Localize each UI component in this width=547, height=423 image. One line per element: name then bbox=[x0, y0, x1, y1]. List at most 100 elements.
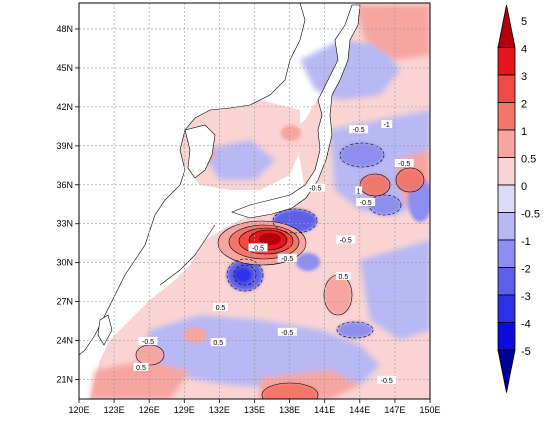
anomaly-field bbox=[79, 3, 430, 399]
positive-eddy-7 bbox=[262, 383, 318, 399]
contour-label: 0.5 bbox=[339, 274, 349, 281]
x-tick-label: 126E bbox=[139, 405, 160, 415]
land-taiwan bbox=[97, 314, 113, 346]
positive-eddy-8 bbox=[183, 327, 207, 343]
negative-eddy-6 bbox=[337, 322, 373, 338]
colorbar-swatch bbox=[497, 184, 516, 213]
contour-label-bg bbox=[335, 271, 351, 280]
colorbar-label: -0.5 bbox=[521, 208, 540, 220]
contour-label: -0.5 bbox=[340, 238, 352, 245]
colorbar-swatch bbox=[497, 47, 516, 76]
x-tick-label: 141E bbox=[314, 405, 335, 415]
y-tick-label: 30N bbox=[56, 258, 73, 268]
x-tick-label: 132E bbox=[209, 405, 230, 415]
x-tick-label: 144E bbox=[349, 405, 370, 415]
contour-label-bg bbox=[394, 158, 414, 167]
colorbar-swatch bbox=[497, 267, 516, 296]
negative-eddy-5 bbox=[296, 253, 320, 271]
colorbar-label: 3 bbox=[521, 71, 527, 83]
land-okinawa-chain bbox=[159, 224, 216, 286]
colorbar-swatch bbox=[497, 239, 516, 268]
colorbar-label: -2 bbox=[521, 263, 531, 275]
contour-label: -0.5 bbox=[309, 186, 321, 193]
x-tick-label: 138E bbox=[279, 405, 300, 415]
contour-label-bg bbox=[277, 253, 297, 262]
contour-labels: -0.5 -1 -0.5 -0.5 -0.5 1 -0.5 -0.5 -0.5 0.5 0.5 -0.… bbox=[133, 120, 414, 385]
colorbar-swatch bbox=[497, 294, 516, 323]
positive-eddy-9 bbox=[372, 10, 408, 30]
contour-label: -1 bbox=[384, 122, 390, 129]
colorbar-label: 5 bbox=[521, 16, 527, 28]
contour-label-bg bbox=[355, 186, 363, 195]
y-tick-label: 33N bbox=[56, 219, 73, 229]
y-tick-label: 27N bbox=[56, 297, 73, 307]
positive-eddy-6 bbox=[136, 345, 164, 365]
contour-label-bg bbox=[213, 303, 229, 312]
negative-eddy-4 bbox=[369, 195, 401, 215]
y-tick-label: 24N bbox=[56, 336, 73, 346]
negative-area-coastal bbox=[200, 140, 275, 180]
colorbar-swatch bbox=[497, 129, 516, 158]
contour-label: -0.5 bbox=[281, 330, 293, 337]
contour-label-bg bbox=[277, 327, 297, 336]
positive-eddy-2 bbox=[396, 168, 424, 192]
x-tick-label: 135E bbox=[244, 405, 265, 415]
contour-label-bg bbox=[381, 120, 393, 129]
colorbar-label: -1 bbox=[521, 236, 531, 248]
contour-label: -0.5 bbox=[381, 378, 393, 385]
x-tick-label: 120E bbox=[68, 405, 89, 415]
contour-label: -0.5 bbox=[281, 256, 293, 263]
y-tick-label: 39N bbox=[56, 141, 73, 151]
contour-label-bg bbox=[210, 338, 226, 347]
contour-label-bg bbox=[305, 183, 325, 192]
contour-label: 0.5 bbox=[213, 340, 223, 347]
land-japan bbox=[231, 4, 361, 219]
colorbar-label: 0.5 bbox=[521, 153, 536, 165]
axes: 120E 123E 126E 129E 132E 135E 138E 141E 144E 147E… bbox=[56, 24, 440, 415]
y-tick-label: 21N bbox=[56, 375, 73, 385]
negative-area-southeast bbox=[360, 240, 430, 340]
land-asia bbox=[79, 3, 306, 356]
y-tick-label: 36N bbox=[56, 180, 73, 190]
contour-label: 1 bbox=[357, 188, 361, 195]
contour-label: -0.5 bbox=[353, 127, 365, 134]
x-tick-label: 123E bbox=[104, 405, 125, 415]
contour-label-bg bbox=[336, 235, 356, 244]
colorbar-label: -5 bbox=[521, 346, 531, 358]
negative-eddy-2-core bbox=[234, 267, 252, 283]
contour-label: 0.5 bbox=[136, 365, 146, 372]
colorbar-swatch bbox=[497, 212, 516, 241]
colorbar-swatch bbox=[497, 322, 516, 351]
y-tick-label: 45N bbox=[56, 63, 73, 73]
x-tick-label: 150E bbox=[419, 405, 440, 415]
x-tick-label: 147E bbox=[384, 405, 405, 415]
contour-label-bg bbox=[377, 375, 397, 384]
y-tick-label: 48N bbox=[56, 24, 73, 34]
plot-area bbox=[78, 2, 431, 400]
negative-eddy-3 bbox=[340, 143, 384, 167]
positive-eddy-3 bbox=[281, 125, 301, 141]
colorbar-swatch bbox=[497, 349, 516, 393]
colorbar-label: -3 bbox=[521, 291, 531, 303]
x-tick-label: 129E bbox=[174, 405, 195, 415]
colorbar: 5 4 3 2 1 0.5 0 -0.5 -1 -2 -3 -4 -5 bbox=[497, 4, 540, 393]
contour-label-bg bbox=[349, 125, 369, 134]
contour-label: -0.5 bbox=[360, 200, 372, 207]
contour-label: -0.5 bbox=[142, 339, 154, 346]
contour-label: -0.5 bbox=[398, 161, 410, 168]
colorbar-swatch bbox=[497, 102, 516, 131]
colorbar-swatch bbox=[497, 74, 516, 103]
contour-label-bg bbox=[133, 362, 149, 371]
contour-label-bg bbox=[356, 197, 376, 206]
land-korea bbox=[184, 124, 216, 179]
y-tick-label: 42N bbox=[56, 102, 73, 112]
positive-eddy-5 bbox=[324, 275, 352, 315]
colorbar-label: 0 bbox=[521, 181, 527, 193]
contour-label: 0.5 bbox=[216, 305, 226, 312]
colorbar-label: 2 bbox=[521, 98, 527, 110]
colorbar-swatch bbox=[497, 157, 516, 186]
contour-label-bg bbox=[248, 243, 268, 252]
colorbar-label: 1 bbox=[521, 126, 527, 138]
contour-label-bg bbox=[138, 336, 158, 345]
